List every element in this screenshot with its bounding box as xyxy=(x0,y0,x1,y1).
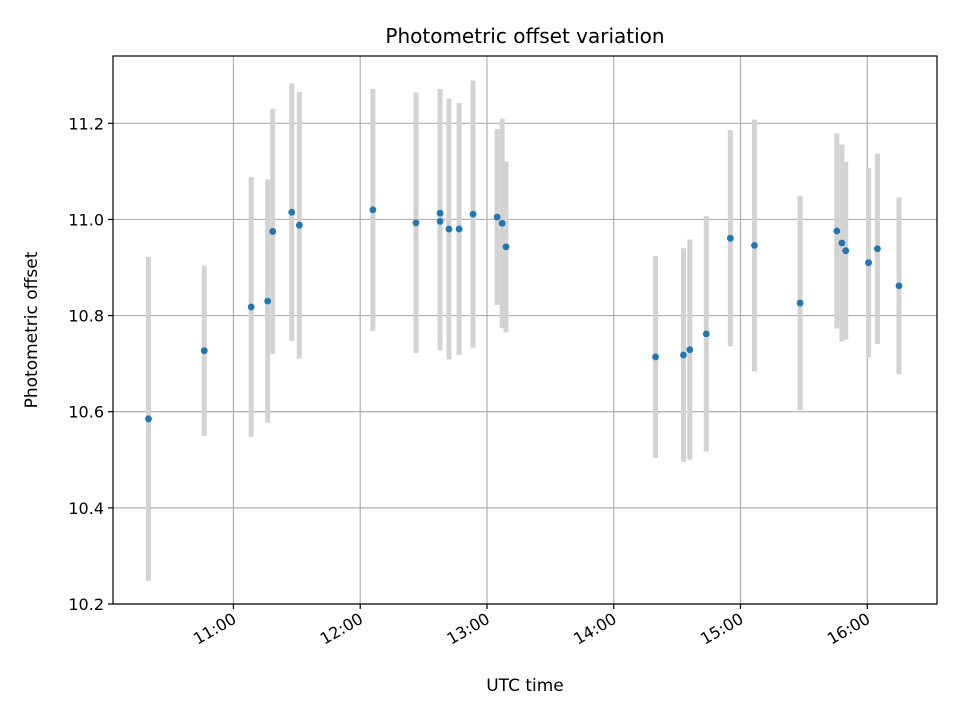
y-axis-label: Photometric offset xyxy=(22,251,42,408)
data-point xyxy=(493,213,501,221)
data-point xyxy=(686,346,694,354)
data-point xyxy=(469,210,477,218)
data-point xyxy=(796,299,804,307)
data-point xyxy=(838,239,846,247)
y-tick-label: 10.2 xyxy=(68,595,104,614)
data-point xyxy=(842,247,850,255)
data-point xyxy=(445,225,453,233)
data-point xyxy=(288,208,296,216)
data-point xyxy=(369,206,377,214)
data-point xyxy=(502,243,510,251)
data-point xyxy=(436,217,444,225)
data-point xyxy=(865,259,872,267)
data-point xyxy=(702,330,710,338)
data-point xyxy=(247,303,255,311)
data-point xyxy=(264,297,272,305)
data-points xyxy=(145,206,903,423)
y-tick-label: 10.4 xyxy=(68,499,104,518)
data-point xyxy=(200,347,208,355)
data-point xyxy=(498,219,506,227)
data-point xyxy=(652,353,659,361)
y-axis-ticks: 10.2 10.4 10.6 10.8 11.0 11.2 xyxy=(68,114,113,614)
y-tick-label: 10.6 xyxy=(68,403,104,422)
data-point xyxy=(874,245,881,253)
data-point xyxy=(455,225,463,233)
data-point xyxy=(751,241,758,249)
data-point xyxy=(895,282,903,290)
data-point xyxy=(412,219,420,227)
data-point xyxy=(833,227,841,235)
chart-title: Photometric offset variation xyxy=(385,24,664,48)
data-point xyxy=(295,221,303,229)
data-point xyxy=(436,209,444,217)
data-point xyxy=(726,234,734,242)
y-tick-label: 11.2 xyxy=(68,114,104,133)
data-point xyxy=(680,351,687,359)
y-tick-label: 11.0 xyxy=(68,210,104,229)
data-point xyxy=(145,415,152,423)
x-axis-label: UTC time xyxy=(486,676,564,696)
plot-frame xyxy=(112,55,938,605)
y-tick-label: 10.8 xyxy=(68,307,104,326)
data-point xyxy=(269,228,277,235)
